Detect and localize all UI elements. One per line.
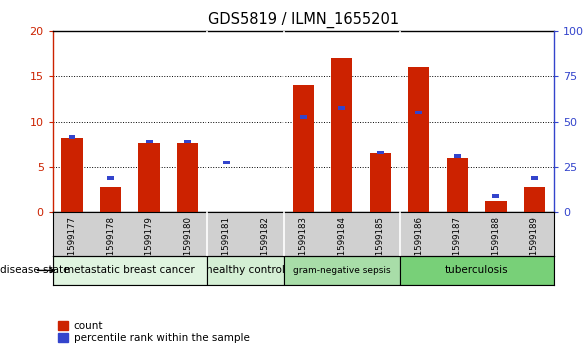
Bar: [331, 58, 352, 212]
Bar: [207, 256, 284, 285]
Text: GSM1599178: GSM1599178: [106, 216, 115, 274]
Bar: [531, 176, 538, 180]
Text: metastatic breast cancer: metastatic breast cancer: [64, 265, 195, 276]
Bar: [292, 85, 314, 212]
Text: GSM1599183: GSM1599183: [299, 216, 308, 274]
Bar: [107, 176, 114, 180]
Text: disease state: disease state: [0, 265, 70, 276]
Bar: [62, 138, 83, 212]
Bar: [408, 67, 430, 212]
Bar: [69, 135, 76, 139]
Text: GSM1599186: GSM1599186: [414, 216, 423, 274]
Bar: [377, 151, 384, 154]
Bar: [447, 158, 468, 212]
Bar: [53, 256, 207, 285]
Bar: [177, 143, 198, 212]
Bar: [138, 143, 160, 212]
Text: GSM1599187: GSM1599187: [453, 216, 462, 274]
Bar: [415, 111, 423, 114]
Text: GSM1599177: GSM1599177: [67, 216, 77, 274]
Bar: [370, 153, 391, 212]
Bar: [146, 140, 152, 143]
Text: GSM1599189: GSM1599189: [530, 216, 539, 274]
Bar: [100, 187, 121, 212]
Bar: [492, 194, 499, 198]
Bar: [184, 140, 191, 143]
Text: GSM1599185: GSM1599185: [376, 216, 385, 274]
Bar: [300, 115, 306, 119]
Text: GSM1599184: GSM1599184: [338, 216, 346, 274]
Bar: [284, 256, 400, 285]
Bar: [524, 187, 545, 212]
Bar: [223, 160, 230, 164]
Bar: [400, 256, 554, 285]
Text: gram-negative sepsis: gram-negative sepsis: [293, 266, 391, 275]
Text: GSM1599180: GSM1599180: [183, 216, 192, 274]
Text: GSM1599179: GSM1599179: [145, 216, 154, 274]
Text: GSM1599182: GSM1599182: [260, 216, 269, 274]
Legend: count, percentile rank within the sample: count, percentile rank within the sample: [58, 321, 250, 343]
Text: GSM1599181: GSM1599181: [222, 216, 231, 274]
Text: tuberculosis: tuberculosis: [445, 265, 509, 276]
Title: GDS5819 / ILMN_1655201: GDS5819 / ILMN_1655201: [207, 12, 399, 28]
Text: healthy control: healthy control: [206, 265, 285, 276]
Text: GSM1599188: GSM1599188: [492, 216, 500, 274]
Bar: [485, 201, 506, 212]
Bar: [338, 106, 345, 110]
Bar: [454, 154, 461, 158]
